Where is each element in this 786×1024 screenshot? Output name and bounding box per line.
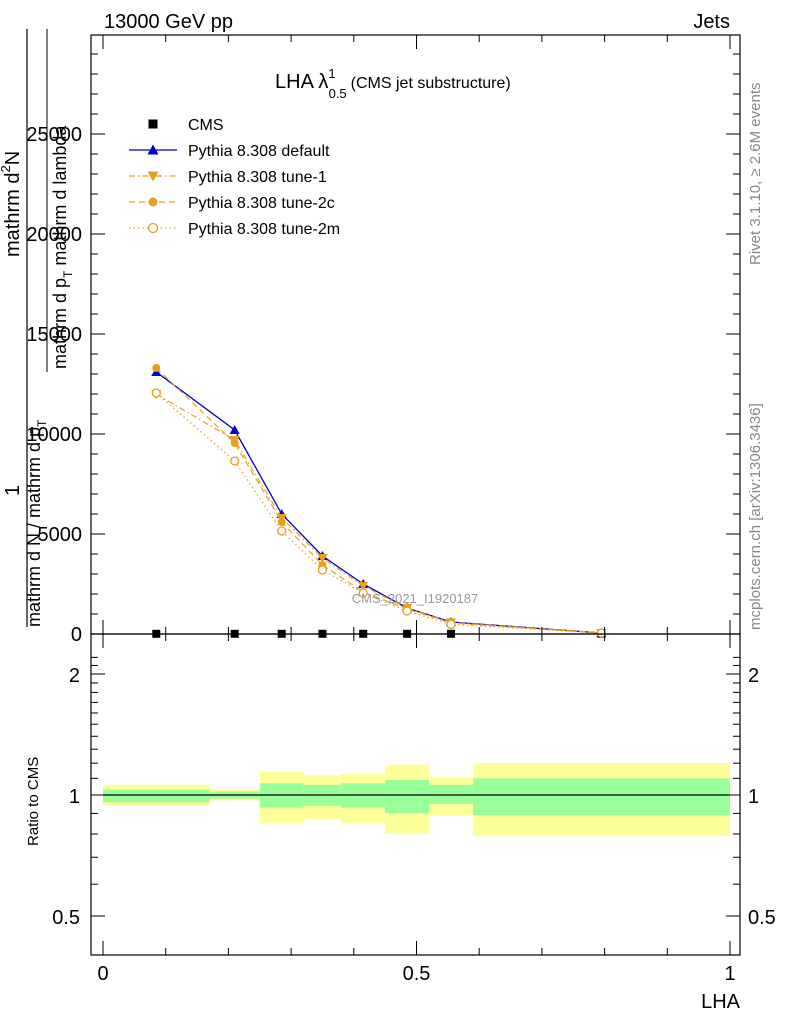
legend-entry: Pythia 8.308 default (129, 143, 330, 160)
plot-title: LHA λ1 0.5 (CMS jet substructure) (275, 66, 511, 101)
series-line (155, 371, 602, 634)
x-tick-label: 0.5 (403, 963, 431, 985)
y-tick-label-ratio-left: 1 (69, 786, 80, 808)
ratio-band-inner (429, 784, 473, 804)
ylabel-num-top-end: N (2, 151, 24, 165)
y-tick-label-main: 0 (71, 624, 82, 646)
series-4 (151, 388, 607, 638)
axis-ticks: 0 0.5 1 0 5000 10000 15000 20000 25000 0.5 0.5 1 1 2 2 (26, 35, 776, 985)
data-point (317, 565, 328, 575)
y-tick-label-ratio-right: 1 (748, 786, 759, 808)
y-axis-label-main: 1 mathrm d N / mathrm d pT mathrm d2N ma… (0, 29, 75, 627)
series-line (155, 367, 602, 634)
data-point (152, 364, 161, 372)
legend-entry: Pythia 8.308 tune-2m (129, 221, 340, 238)
ylabel-denominator-text: mathrm d N / mathrm d p (24, 427, 44, 627)
data-point (402, 606, 412, 616)
data-point (358, 582, 369, 591)
ratio-band-inner (472, 778, 730, 816)
data-point (230, 456, 240, 466)
series-line (155, 392, 602, 634)
ylabel-denominator: mathrm d N / mathrm d pT (24, 419, 49, 627)
legend-label: Pythia 8.308 tune-1 (188, 169, 327, 186)
y-tick-label-main: 25000 (26, 124, 82, 146)
mcplots-label: mcplots.cern.ch [arXiv:1306.3436] (747, 403, 764, 630)
y-tick-label-main: 20000 (26, 224, 82, 246)
data-point (596, 628, 607, 638)
y-axis-label-ratio: Ratio to CMS (25, 757, 42, 846)
legend-marker (147, 144, 159, 155)
ratio-band-inner (385, 779, 430, 814)
data-point (277, 518, 286, 526)
ylabel-num-top-text: mathrm d (2, 173, 24, 257)
legend-label: Pythia 8.308 default (188, 143, 330, 160)
ylabel-num-top-sup: 2 (0, 165, 13, 172)
y-tick-label-main: 10000 (26, 424, 82, 446)
legend: CMS Pythia 8.308 default Pythia 8.308 tune… (129, 117, 340, 238)
legend-label: Pythia 8.308 tune-2c (188, 195, 335, 212)
x-axis-label: LHA (701, 991, 741, 1013)
title-main: LHA λ (275, 71, 328, 93)
ratio-band-inner (103, 789, 210, 803)
ylabel-num-bottom-text: mathrm d p (50, 278, 70, 369)
watermark: CMS_2021_I1920187 (352, 591, 479, 606)
data-point (229, 425, 240, 434)
legend-marker (148, 197, 158, 207)
data-point (277, 526, 287, 536)
ratio-uncertainty-bands (103, 763, 730, 837)
ylabel-numerator-top: mathrm d2N (0, 151, 24, 257)
legend-entry: Pythia 8.308 tune-2c (129, 195, 335, 212)
data-point (151, 388, 161, 398)
ylabel-numerator-bottom: mathrm d pT mathrm d lambda (50, 125, 75, 369)
y-tick-label-ratio-right: 0.5 (748, 907, 776, 929)
y-tick-label-main: 15000 (26, 324, 82, 346)
legend-entry: Pythia 8.308 tune-1 (129, 169, 327, 186)
legend-marker (147, 171, 159, 182)
legend-marker (148, 119, 158, 129)
x-tick-label: 0 (97, 963, 108, 985)
data-point (446, 619, 456, 630)
legend-marker (147, 222, 159, 234)
legend-entry: CMS (148, 117, 224, 134)
legend-label: Pythia 8.308 tune-2m (188, 221, 340, 238)
data-point (317, 554, 328, 563)
title-sub: 0.5 (329, 86, 347, 101)
title-sup: 1 (328, 66, 335, 81)
y-tick-label-main: 5000 (38, 524, 83, 546)
x-tick-label: 1 (724, 963, 735, 985)
ylabel-denominator-sub: T (35, 419, 49, 427)
ylabel-num-bottom-end: mathrm d lambda (50, 125, 70, 271)
header-left: 13000 GeV pp (104, 11, 233, 33)
data-point (230, 439, 239, 447)
data-point (358, 588, 368, 598)
ylabel-prefix-one: 1 (2, 485, 24, 496)
ylabel-num-bottom-sub: T (61, 270, 75, 278)
header-right: Jets (693, 11, 730, 33)
y-tick-label-ratio-right: 2 (748, 665, 759, 687)
y-tick-label-ratio-left: 0.5 (52, 907, 80, 929)
legend-label: CMS (188, 117, 224, 134)
title-paren: (CMS jet substructure) (351, 75, 511, 92)
y-tick-label-ratio-left: 2 (69, 665, 80, 687)
rivet-label: Rivet 3.1.10, ≥ 2.6M events (747, 83, 764, 266)
